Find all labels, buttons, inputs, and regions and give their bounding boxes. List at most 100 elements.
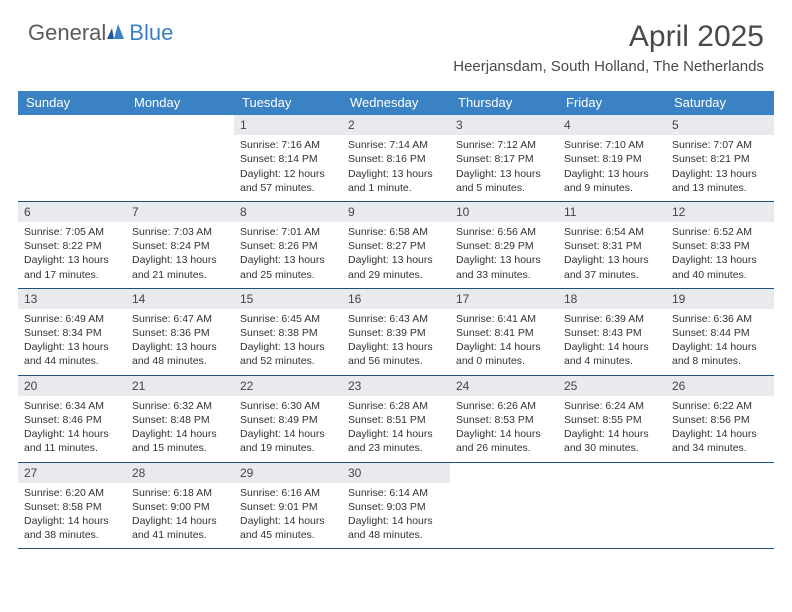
calendar-day: 12Sunrise: 6:52 AMSunset: 8:33 PMDayligh… (666, 202, 774, 288)
title-month: April 2025 (453, 20, 764, 54)
day-number: 20 (18, 376, 126, 396)
sunset-text: Sunset: 8:21 PM (672, 152, 768, 166)
sunset-text: Sunset: 8:27 PM (348, 239, 444, 253)
calendar-day: 17Sunrise: 6:41 AMSunset: 8:41 PMDayligh… (450, 289, 558, 375)
day-number: 12 (666, 202, 774, 222)
calendar-day: 14Sunrise: 6:47 AMSunset: 8:36 PMDayligh… (126, 289, 234, 375)
daylight-text: Daylight: 13 hours and 5 minutes. (456, 167, 552, 195)
day-number: 25 (558, 376, 666, 396)
sunrise-text: Sunrise: 7:03 AM (132, 225, 228, 239)
calendar-day: 15Sunrise: 6:45 AMSunset: 8:38 PMDayligh… (234, 289, 342, 375)
daylight-text: Daylight: 13 hours and 48 minutes. (132, 340, 228, 368)
sunrise-text: Sunrise: 7:07 AM (672, 138, 768, 152)
weekday-tue: Tuesday (234, 91, 342, 115)
sunrise-text: Sunrise: 6:34 AM (24, 399, 120, 413)
day-number: 28 (126, 463, 234, 483)
sunset-text: Sunset: 8:34 PM (24, 326, 120, 340)
daylight-text: Daylight: 14 hours and 45 minutes. (240, 514, 336, 542)
day-number: 19 (666, 289, 774, 309)
sunset-text: Sunset: 8:43 PM (564, 326, 660, 340)
sunset-text: Sunset: 8:22 PM (24, 239, 120, 253)
sunrise-text: Sunrise: 6:20 AM (24, 486, 120, 500)
title-location: Heerjansdam, South Holland, The Netherla… (453, 58, 764, 75)
sunset-text: Sunset: 8:19 PM (564, 152, 660, 166)
logo-text-1: General (28, 20, 106, 46)
day-number: 24 (450, 376, 558, 396)
sunset-text: Sunset: 8:36 PM (132, 326, 228, 340)
calendar-week: 13Sunrise: 6:49 AMSunset: 8:34 PMDayligh… (18, 289, 774, 376)
calendar-day: 28Sunrise: 6:18 AMSunset: 9:00 PMDayligh… (126, 463, 234, 549)
calendar-week: 1 Sunrise: 7:16 AMSunset: 8:14 PM Daylight… (18, 115, 774, 202)
sunrise-text: Sunrise: 6:18 AM (132, 486, 228, 500)
calendar-day: 10Sunrise: 6:56 AMSunset: 8:29 PMDayligh… (450, 202, 558, 288)
day-number: 6 (18, 202, 126, 222)
calendar-day (450, 463, 558, 549)
day-number: 4 (558, 115, 666, 135)
calendar-day: 27Sunrise: 6:20 AMSunset: 8:58 PMDayligh… (18, 463, 126, 549)
calendar-day: 19Sunrise: 6:36 AMSunset: 8:44 PMDayligh… (666, 289, 774, 375)
sunset-text: Sunset: 8:56 PM (672, 413, 768, 427)
daylight-text: Daylight: 13 hours and 9 minutes. (564, 167, 660, 195)
day-number: 9 (342, 202, 450, 222)
day-number: 29 (234, 463, 342, 483)
day-number: 17 (450, 289, 558, 309)
daylight-text: Daylight: 14 hours and 19 minutes. (240, 427, 336, 455)
day-number: 1 (234, 115, 342, 135)
daylight-text: Daylight: 13 hours and 25 minutes. (240, 253, 336, 281)
calendar: Sunday Monday Tuesday Wednesday Thursday… (18, 91, 774, 549)
sunset-text: Sunset: 8:41 PM (456, 326, 552, 340)
daylight-text: Daylight: 13 hours and 1 minute. (348, 167, 444, 195)
daylight-text: Daylight: 14 hours and 30 minutes. (564, 427, 660, 455)
day-number: 21 (126, 376, 234, 396)
sunrise-text: Sunrise: 6:26 AM (456, 399, 552, 413)
calendar-day: 13Sunrise: 6:49 AMSunset: 8:34 PMDayligh… (18, 289, 126, 375)
sunset-text: Sunset: 9:00 PM (132, 500, 228, 514)
calendar-day (18, 115, 126, 201)
sunrise-text: Sunrise: 7:14 AM (348, 138, 444, 152)
calendar-day: 24Sunrise: 6:26 AMSunset: 8:53 PMDayligh… (450, 376, 558, 462)
sunrise-text: Sunrise: 6:58 AM (348, 225, 444, 239)
calendar-week: 27Sunrise: 6:20 AMSunset: 8:58 PMDayligh… (18, 463, 774, 550)
calendar-day: 1Sunrise: 7:16 AMSunset: 8:14 PMDaylight… (234, 115, 342, 201)
daylight-text: Daylight: 13 hours and 44 minutes. (24, 340, 120, 368)
logo-text-2: Blue (129, 20, 173, 46)
calendar-day (126, 115, 234, 201)
sunset-text: Sunset: 8:17 PM (456, 152, 552, 166)
day-number: 27 (18, 463, 126, 483)
day-number: 23 (342, 376, 450, 396)
sunset-text: Sunset: 8:16 PM (348, 152, 444, 166)
sunrise-text: Sunrise: 7:16 AM (240, 138, 336, 152)
daylight-text: Daylight: 13 hours and 52 minutes. (240, 340, 336, 368)
sunrise-text: Sunrise: 6:14 AM (348, 486, 444, 500)
day-number: 26 (666, 376, 774, 396)
sunset-text: Sunset: 8:26 PM (240, 239, 336, 253)
sunrise-text: Sunrise: 6:43 AM (348, 312, 444, 326)
calendar-day: 3Sunrise: 7:12 AMSunset: 8:17 PMDaylight… (450, 115, 558, 201)
sunset-text: Sunset: 8:29 PM (456, 239, 552, 253)
daylight-text: Daylight: 13 hours and 40 minutes. (672, 253, 768, 281)
daylight-text: Daylight: 13 hours and 56 minutes. (348, 340, 444, 368)
calendar-day: 26Sunrise: 6:22 AMSunset: 8:56 PMDayligh… (666, 376, 774, 462)
daylight-text: Daylight: 13 hours and 33 minutes. (456, 253, 552, 281)
calendar-weekday-header: Sunday Monday Tuesday Wednesday Thursday… (18, 91, 774, 115)
day-number: 2 (342, 115, 450, 135)
daylight-text: Daylight: 14 hours and 38 minutes. (24, 514, 120, 542)
calendar-day: 6Sunrise: 7:05 AMSunset: 8:22 PMDaylight… (18, 202, 126, 288)
sunset-text: Sunset: 8:24 PM (132, 239, 228, 253)
daylight-text: Daylight: 13 hours and 37 minutes. (564, 253, 660, 281)
calendar-day: 8Sunrise: 7:01 AMSunset: 8:26 PMDaylight… (234, 202, 342, 288)
day-number: 7 (126, 202, 234, 222)
calendar-day: 22Sunrise: 6:30 AMSunset: 8:49 PMDayligh… (234, 376, 342, 462)
calendar-day (666, 463, 774, 549)
sunrise-text: Sunrise: 6:45 AM (240, 312, 336, 326)
sunrise-text: Sunrise: 6:49 AM (24, 312, 120, 326)
weekday-sat: Saturday (666, 91, 774, 115)
sunset-text: Sunset: 8:14 PM (240, 152, 336, 166)
sunset-text: Sunset: 8:46 PM (24, 413, 120, 427)
daylight-text: Daylight: 14 hours and 48 minutes. (348, 514, 444, 542)
sunrise-text: Sunrise: 6:47 AM (132, 312, 228, 326)
day-number: 5 (666, 115, 774, 135)
calendar-day: 11Sunrise: 6:54 AMSunset: 8:31 PMDayligh… (558, 202, 666, 288)
sunrise-text: Sunrise: 6:28 AM (348, 399, 444, 413)
daylight-text: Daylight: 14 hours and 8 minutes. (672, 340, 768, 368)
